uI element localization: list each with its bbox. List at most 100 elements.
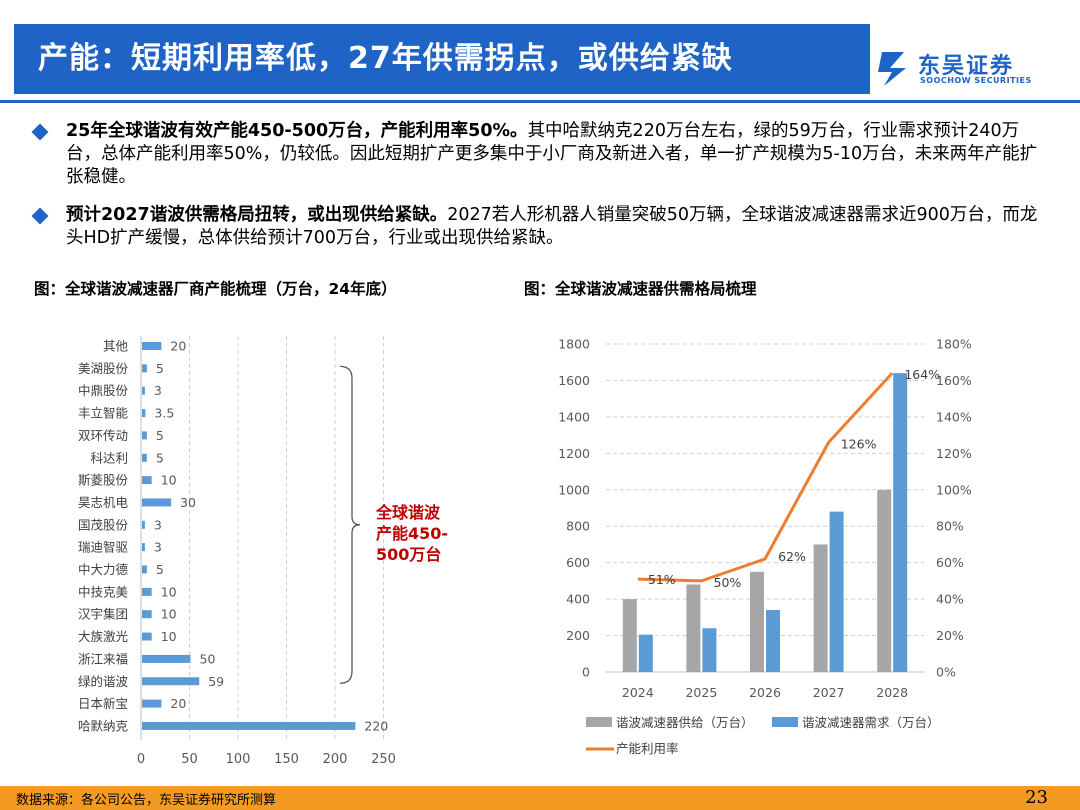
header-rule (0, 100, 1080, 103)
x-tick-label: 100 (226, 752, 251, 767)
y-left-tick-label: 0 (582, 665, 590, 680)
category-label: 浙江来福 (78, 651, 128, 666)
bullet-item-2: 预计2027谐波供需格局扭转，或出现供给紧缺。2027若人形机器人销量突破50万… (31, 204, 1044, 250)
supply-bar (750, 571, 764, 672)
utilization-line (637, 372, 894, 583)
y-left-tick-label: 800 (566, 519, 590, 534)
category-label: 丰立智能 (78, 406, 129, 421)
y-right-tick-label: 160% (936, 373, 972, 388)
x-tick-label: 2026 (749, 685, 781, 700)
bullet-2-bold: 预计2027谐波供需格局扭转，或出现供给紧缺。 (66, 205, 448, 225)
category-label: 斯菱股份 (78, 473, 129, 488)
y-right-tick-label: 0% (936, 665, 956, 680)
supply-bar (813, 544, 828, 672)
capacity-bar (142, 364, 147, 373)
data-label: 10 (161, 473, 177, 488)
data-label: 5 (156, 361, 164, 376)
category-label: 大族激光 (78, 629, 128, 644)
y-right-tick-label: 40% (936, 592, 964, 607)
page-number: 23 (1025, 787, 1048, 808)
y-right-tick-label: 180% (936, 337, 972, 352)
y-left-tick-label: 400 (566, 592, 590, 607)
right-figure-title: 图：全球谐波减速器供需格局梳理 (524, 280, 757, 298)
left-figure-title: 图：全球谐波减速器厂商产能梳理（万台，24年底） (34, 280, 397, 298)
supply-bar (686, 584, 701, 672)
bracket-icon (339, 365, 361, 684)
logo-cn-text: 东吴证券 (918, 54, 1015, 79)
data-label: 5 (156, 562, 164, 577)
data-label: 3.5 (154, 406, 174, 421)
x-tick-label: 50 (181, 752, 198, 767)
utilization-label: 50% (714, 575, 742, 590)
capacity-bar (142, 453, 147, 462)
category-label: 中鼎股份 (78, 383, 129, 398)
capacity-bar (142, 721, 356, 730)
demand-bar (893, 373, 908, 672)
capacity-bar (142, 342, 162, 350)
supply-bar (877, 489, 892, 672)
capacity-bar-chart: 0 50 100 150 200 250 其他 20 美湖股份 5 中鼎股份 3 丰立智能 3.5 双环传动… (78, 336, 448, 767)
category-label: 哈默纳克 (78, 718, 128, 733)
capacity-bar (142, 610, 152, 619)
data-label: 3 (154, 517, 162, 532)
data-label: 5 (156, 428, 164, 443)
capacity-bar (142, 498, 172, 507)
capacity-bar (142, 476, 152, 485)
demand-bar (766, 610, 780, 672)
x-tick-label: 200 (323, 752, 348, 767)
annotation-text: 产能450- (376, 524, 448, 543)
capacity-bar (142, 654, 191, 663)
data-label: 20 (170, 696, 186, 711)
legend-swatch-demand (772, 717, 798, 727)
legend-label: 谐波减速器需求（万台） (802, 715, 940, 730)
data-label: 50 (200, 651, 216, 666)
y-right-tick-label: 80% (936, 519, 964, 534)
x-tick-label: 150 (274, 752, 299, 767)
capacity-bar (142, 587, 152, 596)
category-label: 美湖股份 (78, 361, 129, 376)
y-left-tick-label: 600 (566, 555, 590, 570)
category-label: 昊志机电 (78, 495, 129, 510)
category-label: 瑞迪智驱 (78, 540, 128, 555)
category-label: 汉宇集团 (78, 607, 128, 622)
y-right-tick-label: 20% (936, 628, 964, 643)
category-label: 日本新宝 (78, 696, 128, 711)
category-label: 科达利 (90, 450, 128, 465)
capacity-bar (142, 431, 147, 440)
data-label: 20 (170, 339, 186, 354)
diamond-bullet-icon (31, 123, 49, 141)
utilization-label: 126% (841, 436, 877, 451)
x-tick-label: 250 (371, 752, 396, 767)
capacity-bar (142, 677, 200, 686)
annotation-text: 全球谐波 (375, 503, 441, 522)
bullet-2-text: 2027若人形机器人销量突破50万辆，全球谐波减速器需求近900万台，而龙头HD… (66, 205, 1038, 248)
capacity-bar (142, 632, 152, 641)
demand-bar (702, 628, 717, 672)
y-left-tick-label: 1200 (558, 446, 590, 461)
utilization-label: 51% (648, 572, 676, 587)
y-right-tick-label: 120% (936, 446, 972, 461)
data-label: 3 (154, 383, 162, 398)
data-label: 10 (161, 584, 177, 599)
logo-en-text: SOOCHOW SECURITIES (920, 76, 1032, 85)
supply-demand-chart: 0 200 400 600 800 1000 1200 1400 1600 1800 0% 20% 40… (558, 337, 972, 757)
footer-bar: 数据来源：各公司公告，东吴证券研究所测算 23 (0, 786, 1080, 810)
y-left-tick-label: 200 (566, 628, 590, 643)
category-label: 其他 (103, 339, 129, 354)
capacity-bar (142, 565, 147, 574)
y-right-tick-label: 100% (936, 482, 972, 497)
title-bar: 产能：短期利用率低，27年供需拐点，或供给紧缺 (14, 24, 870, 94)
data-source: 数据来源：各公司公告，东吴证券研究所测算 (16, 793, 277, 808)
diamond-bullet-icon (31, 207, 49, 225)
category-label: 国茂股份 (78, 517, 129, 532)
data-label: 10 (161, 629, 177, 644)
legend-label: 产能利用率 (616, 741, 679, 756)
logo-mark-icon (878, 52, 906, 86)
page-title: 产能：短期利用率低，27年供需拐点，或供给紧缺 (38, 41, 733, 76)
bullet-item-1: 25年全球谐波有效产能450-500万台，产能利用率50%。其中哈默纳克220万… (31, 120, 1044, 189)
legend-swatch-supply (586, 717, 612, 727)
y-right-tick-label: 140% (936, 409, 972, 424)
y-left-tick-label: 1400 (558, 409, 590, 424)
y-left-tick-label: 1800 (558, 337, 590, 352)
capacity-bar (142, 520, 145, 529)
